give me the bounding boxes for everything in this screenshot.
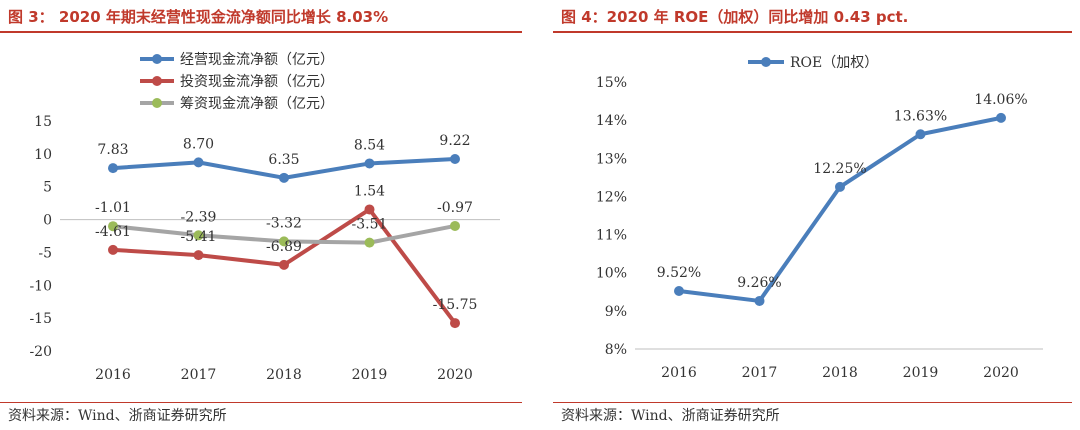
data-point bbox=[279, 236, 289, 247]
cash-flow-chart: 15 10 5 0 -5 -10 -15 -20 2016 2017 2018 2019 2020 经营现… bbox=[29, 52, 500, 383]
data-label: -3.32 bbox=[266, 215, 302, 231]
x-tick-label: 2017 bbox=[742, 365, 778, 381]
data-point bbox=[108, 163, 118, 174]
data-label: 9.26% bbox=[737, 275, 781, 291]
y-tick-label: 10% bbox=[596, 266, 627, 282]
y-tick-label: 11% bbox=[596, 228, 627, 244]
data-point bbox=[279, 259, 289, 270]
data-label: -0.97 bbox=[437, 200, 473, 216]
y-tick-label: 14% bbox=[596, 113, 627, 129]
data-point bbox=[193, 157, 204, 168]
y-tick-label: 12% bbox=[596, 189, 627, 205]
source-note: 资料来源：Wind、浙商证券研究所 bbox=[561, 408, 780, 424]
data-label: 7.83 bbox=[97, 142, 128, 158]
y-tick-label: -5 bbox=[38, 245, 52, 261]
data-point bbox=[193, 250, 204, 261]
y-tick-label: 15% bbox=[596, 75, 627, 91]
cash-flow-figure: 图 3： 2020 年期末经营性现金流净额同比增长 8.03% 15 10 5 0 -5… bbox=[0, 0, 530, 430]
y-tick-label: 5 bbox=[43, 180, 52, 196]
data-label: 8.54 bbox=[354, 137, 385, 153]
data-point bbox=[996, 112, 1006, 123]
data-label: -3.51 bbox=[352, 217, 388, 233]
data-point bbox=[108, 221, 118, 232]
data-label: 8.70 bbox=[183, 136, 214, 152]
series-line bbox=[678, 115, 1002, 303]
figure-title: 图 3： 2020 年期末经营性现金流净额同比增长 8.03% bbox=[8, 8, 389, 26]
source-divider bbox=[553, 402, 1072, 403]
data-point bbox=[364, 158, 375, 169]
legend-marker bbox=[761, 57, 771, 67]
y-tick-label: 0 bbox=[43, 213, 52, 229]
data-point bbox=[364, 204, 375, 215]
data-point bbox=[193, 230, 204, 241]
x-tick-label: 2019 bbox=[352, 367, 388, 383]
legend-marker bbox=[152, 54, 162, 64]
data-label: 12.25% bbox=[813, 161, 866, 177]
data-point bbox=[279, 172, 289, 183]
legend-label: ROE（加权） bbox=[790, 55, 878, 71]
figure-title: 图 4：2020 年 ROE（加权）同比增加 0.43 pct. bbox=[561, 8, 909, 26]
source-note: 资料来源：Wind、浙商证券研究所 bbox=[8, 408, 227, 424]
data-label: 1.54 bbox=[354, 183, 385, 199]
x-tick-label: 2016 bbox=[95, 367, 131, 383]
data-point bbox=[915, 129, 926, 140]
x-tick-label: 2017 bbox=[181, 367, 217, 383]
data-label: -4.61 bbox=[95, 224, 131, 240]
x-tick-label: 2019 bbox=[903, 365, 939, 381]
data-label: -2.39 bbox=[181, 209, 217, 225]
legend-label: 经营现金流净额（亿元） bbox=[180, 52, 334, 68]
source-divider bbox=[0, 402, 522, 403]
data-point bbox=[450, 318, 460, 329]
data-label: -5.41 bbox=[181, 229, 217, 245]
data-point bbox=[754, 295, 765, 306]
x-tick-label: 2016 bbox=[661, 365, 697, 381]
data-point bbox=[674, 286, 684, 297]
data-label: -6.89 bbox=[266, 239, 302, 255]
y-tick-label: -10 bbox=[29, 278, 52, 294]
title-divider bbox=[0, 31, 522, 33]
data-label: -1.01 bbox=[95, 200, 131, 216]
x-tick-label: 2018 bbox=[822, 365, 858, 381]
x-tick-label: 2018 bbox=[266, 367, 302, 383]
y-tick-label: 13% bbox=[596, 151, 627, 167]
y-tick-label: 15 bbox=[34, 114, 52, 130]
roe-figure: 图 4：2020 年 ROE（加权）同比增加 0.43 pct. 15% 14% 1… bbox=[553, 0, 1080, 430]
roe-chart: 15% 14% 13% 12% 11% 10% 9% 8% 2016 2017 2018 2019 20… bbox=[596, 55, 1043, 381]
legend-marker bbox=[152, 98, 162, 108]
legend-label: 投资现金流净额（亿元） bbox=[180, 74, 334, 90]
data-label: 9.52% bbox=[657, 265, 701, 281]
data-label: 9.22 bbox=[439, 133, 470, 149]
y-tick-label: 9% bbox=[605, 304, 627, 320]
y-tick-label: 10 bbox=[34, 147, 52, 163]
title-divider bbox=[553, 31, 1072, 33]
y-tick-label: 8% bbox=[605, 342, 627, 358]
y-tick-label: -20 bbox=[29, 344, 52, 360]
legend-label: 筹资现金流净额（亿元） bbox=[180, 95, 334, 112]
y-tick-label: -15 bbox=[29, 311, 52, 327]
data-point bbox=[450, 220, 460, 231]
data-point bbox=[108, 244, 118, 255]
data-label: -15.75 bbox=[433, 297, 478, 313]
data-point bbox=[364, 237, 375, 248]
data-label: 13.63% bbox=[894, 108, 947, 124]
data-point bbox=[835, 181, 845, 192]
x-tick-label: 2020 bbox=[983, 365, 1019, 381]
x-tick-label: 2020 bbox=[437, 367, 473, 383]
data-label: 6.35 bbox=[268, 152, 299, 168]
data-point bbox=[450, 153, 460, 164]
data-label: 14.06% bbox=[974, 92, 1027, 108]
legend-marker bbox=[152, 76, 162, 86]
